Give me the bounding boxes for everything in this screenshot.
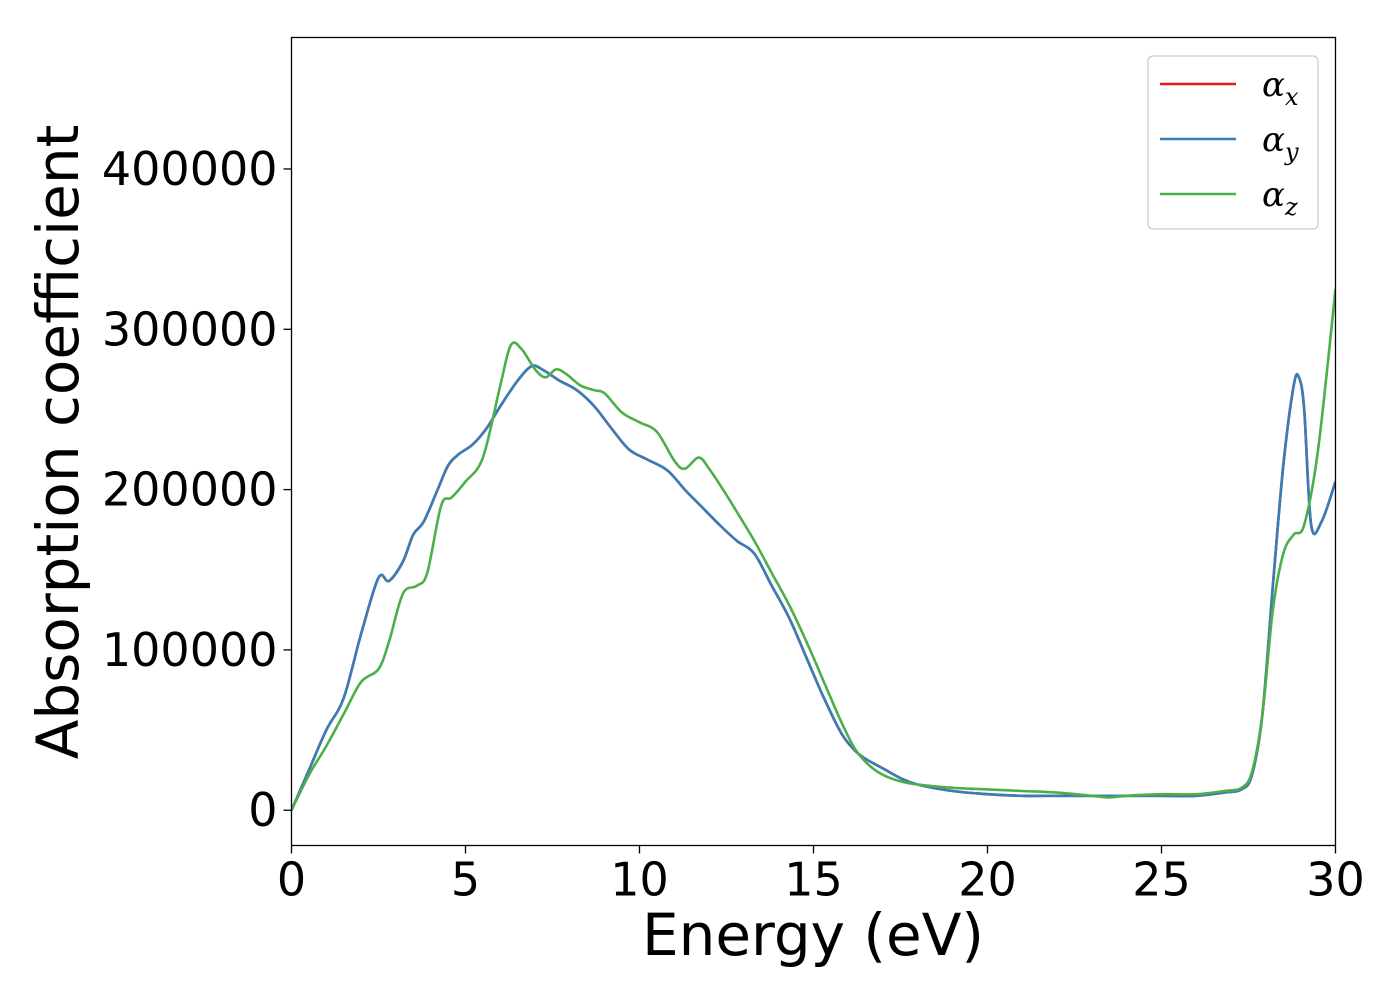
y-axis-label: Absorption coefficient [24, 125, 92, 760]
x-tick-label: 20 [958, 853, 1017, 907]
legend-label: αz [1262, 175, 1298, 221]
y-tick-label: 200000 [102, 463, 278, 517]
y-tick-label: 0 [248, 783, 277, 837]
x-tick-label: 5 [451, 853, 480, 907]
y-axis-ticks: 0 100000 200000 300000 400000 [102, 142, 292, 837]
y-tick-label: 100000 [102, 623, 278, 677]
series-lines [291, 289, 1336, 811]
x-axis-label: Energy (eV) [642, 901, 984, 969]
x-tick-label: 10 [610, 853, 669, 907]
legend-label: αy [1262, 120, 1299, 166]
y-tick-label: 400000 [102, 142, 278, 196]
x-tick-label: 25 [1132, 853, 1191, 907]
legend-item-y: αy [1160, 120, 1299, 166]
series-line-x [291, 364, 1336, 811]
legend-items: αx αy αz [1160, 65, 1299, 221]
legend-item-z: αz [1160, 175, 1298, 221]
x-tick-label: 0 [277, 853, 306, 907]
series-layer [291, 289, 1336, 811]
x-axis-ticks: 0 5 10 15 20 25 30 [277, 845, 1365, 907]
x-tick-label: 15 [784, 853, 843, 907]
legend: αx αy αz [1147, 55, 1319, 230]
legend-box [1147, 55, 1319, 230]
legend-item-x: αx [1160, 65, 1299, 111]
x-tick-label: 30 [1306, 853, 1365, 907]
legend-label: αx [1262, 65, 1299, 111]
series-line-z [291, 289, 1336, 811]
series-line-y [291, 364, 1336, 811]
y-tick-label: 300000 [102, 302, 278, 356]
